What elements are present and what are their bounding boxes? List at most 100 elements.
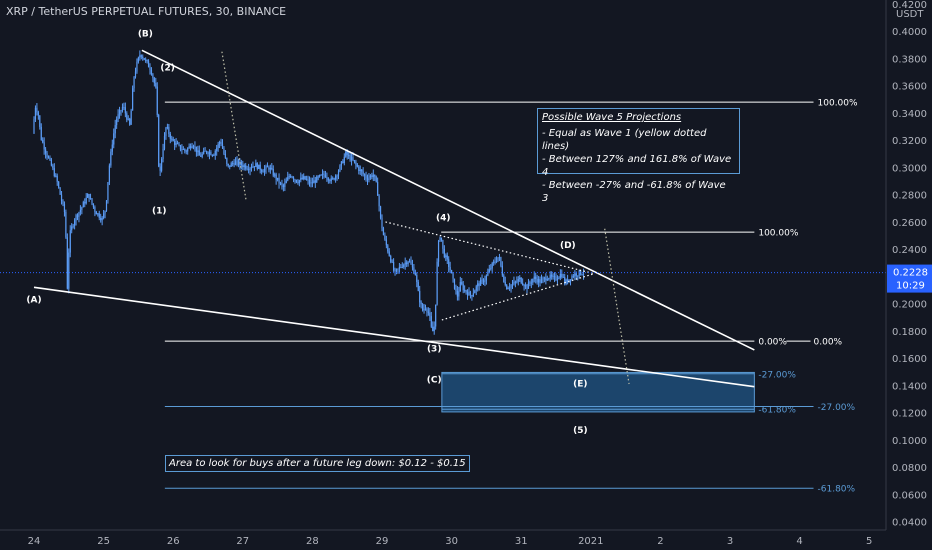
candle-body [500,257,502,266]
candle-body [181,149,183,151]
candle-body [520,277,522,284]
candle-body [279,182,282,184]
price-tick-label: 0.4000 [892,27,927,38]
price-tick-label: 0.1000 [892,436,927,447]
candle-body [97,213,99,215]
candle-body [253,166,255,168]
candle-body [290,176,292,177]
candle-body [384,235,386,240]
candle-body [298,180,300,183]
candle-body [300,177,302,181]
candle-body [327,178,329,181]
candle-body [255,163,257,168]
candle-body [147,61,150,68]
candle-body [340,161,342,166]
candle-body [65,211,67,238]
wave-label: (1) [152,207,167,217]
candle-body [303,176,305,180]
candle-body [140,55,142,57]
candle-body [68,252,70,289]
candle-body [139,55,141,58]
candle-body [74,220,76,226]
candle-body [258,164,260,169]
candle-body [404,262,406,265]
candle-body [313,180,315,184]
fib-label: -27.00% [818,403,856,413]
candle-body [365,175,367,179]
candle-body [91,198,93,204]
time-tick-label: 2021 [578,536,603,547]
candle-body [207,152,209,155]
projection-line: - Between -27% and -61.8% of Wave 3 [542,180,726,204]
candle-body [572,276,574,278]
candle-body [503,275,505,282]
buy-area-note[interactable]: Area to look for buys after a future leg… [165,455,470,472]
candle-body [387,245,389,252]
candle-body [422,304,424,311]
candle-body [477,283,479,287]
wave-label: (D) [560,241,576,251]
time-tick-label: 2 [657,536,663,547]
candle-body [498,257,501,258]
candle-body [62,200,64,204]
candle-body [456,290,458,297]
projection-line: - Between 127% and 161.8% of Wave 4 [542,154,732,178]
candle-body [94,207,96,212]
candle-body [359,169,361,171]
candle-body [261,170,263,172]
candle-body [174,141,176,145]
candle-body [453,278,456,289]
candle-body [59,187,61,195]
candle-body [227,163,229,166]
candle-body [304,176,306,180]
candle-body [105,200,108,211]
wave-label: (A) [26,295,41,305]
candle-body [126,113,128,120]
candle-body [123,106,125,108]
candle-body [513,281,515,285]
candle-body [132,88,134,111]
candle-body [113,133,115,145]
candle-body [433,326,435,332]
price-tick-label: 0.4200 [892,0,927,11]
candle-body [158,114,160,167]
candle-body [149,67,151,71]
candle-body [558,277,560,279]
price-tick-label: 0.3400 [892,109,927,120]
candle-body [166,127,168,128]
candle-body [539,279,541,283]
candle-body [552,276,554,278]
price-tick-label: 0.2000 [892,300,927,311]
candle-body [124,107,126,114]
candle-body [175,143,177,145]
candle-body [356,164,358,167]
candle-body [224,153,226,158]
time-tick-label: 29 [376,536,389,547]
fib-label: 100.00% [818,99,858,109]
candle-body [517,279,519,282]
candle-body [507,288,509,290]
candle-body [88,194,90,200]
candle-body [101,217,103,221]
candle-body [295,179,298,183]
candle-body [58,181,60,188]
candle-body [120,110,122,112]
candle-body [268,167,270,170]
candle-body [52,165,54,169]
candle-body [523,284,525,287]
candle-body [397,268,399,270]
candle-body [116,119,118,126]
candle-body [430,316,432,327]
candle-body [414,273,416,275]
candle-body [533,276,535,280]
candle-body [374,174,376,177]
fib-label: 0.00% [814,338,843,348]
candle-body [161,159,163,171]
time-tick-label: 27 [236,536,249,547]
candle-body [326,177,328,179]
candle-body [406,262,408,265]
wave5-projections-note[interactable]: Possible Wave 5 Projections - Equal as W… [537,108,740,204]
candle-body [519,277,521,280]
candle-body [136,61,138,72]
